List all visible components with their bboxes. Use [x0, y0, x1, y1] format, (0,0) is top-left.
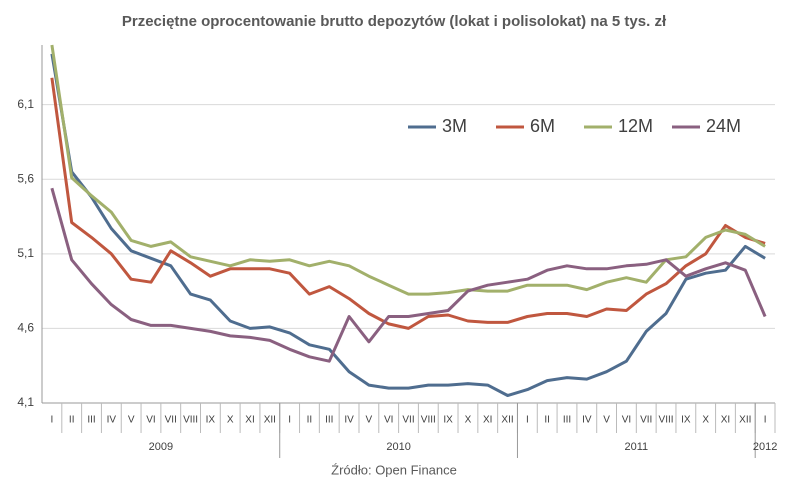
- x-tick-label: X: [702, 415, 709, 426]
- legend-label: 6M: [530, 116, 555, 136]
- x-tick-label: V: [128, 415, 135, 426]
- x-tick-label: VI: [146, 415, 155, 426]
- x-tick-label: VIII: [659, 415, 674, 426]
- x-tick-label: VIII: [421, 415, 436, 426]
- year-label: 2009: [149, 441, 173, 453]
- line-series: [50, 44, 766, 296]
- line-series: [50, 187, 767, 363]
- year-label: 2012: [753, 441, 777, 453]
- y-tick-label: 4,6: [17, 321, 34, 335]
- legend-label: 3M: [442, 116, 467, 136]
- x-tick-label: XII: [739, 415, 751, 426]
- line-series: [50, 53, 766, 397]
- x-tick-label: XII: [264, 415, 276, 426]
- legend-label: 12M: [618, 116, 653, 136]
- legend-label: 24M: [706, 116, 741, 136]
- x-tick-label: III: [563, 415, 571, 426]
- x-tick-label: V: [603, 415, 610, 426]
- year-label: 2010: [386, 441, 410, 453]
- y-tick-label: 5,1: [17, 246, 34, 260]
- x-tick-label: II: [69, 415, 75, 426]
- x-tick-label: II: [544, 415, 550, 426]
- x-tick-label: VI: [384, 415, 393, 426]
- x-tick-label: VII: [165, 415, 177, 426]
- x-tick-label: IX: [443, 415, 453, 426]
- x-tick-label: X: [465, 415, 472, 426]
- x-tick-label: IX: [206, 415, 216, 426]
- x-tick-label: V: [366, 415, 373, 426]
- x-tick-label: I: [288, 415, 291, 426]
- chart-title: Przeciętne oprocentowanie brutto depozyt…: [122, 13, 667, 30]
- x-tick-label: III: [325, 415, 333, 426]
- x-tick-label: VII: [640, 415, 652, 426]
- x-tick-label: VII: [402, 415, 414, 426]
- x-tick-label: IX: [681, 415, 691, 426]
- x-tick-label: VIII: [183, 415, 198, 426]
- source: Źródło: Open Finance: [331, 462, 457, 477]
- x-tick-label: XI: [721, 415, 730, 426]
- x-tick-label: I: [51, 415, 54, 426]
- y-tick-label: 5,6: [17, 171, 34, 185]
- y-tick-label: 6,1: [17, 97, 34, 111]
- x-tick-label: II: [307, 415, 313, 426]
- x-tick-label: IV: [344, 415, 354, 426]
- x-tick-label: XI: [483, 415, 492, 426]
- x-tick-label: VI: [622, 415, 631, 426]
- y-tick-label: 4,1: [17, 395, 34, 409]
- year-label: 2011: [624, 441, 648, 453]
- x-tick-label: XII: [501, 415, 513, 426]
- x-tick-label: I: [526, 415, 529, 426]
- x-tick-label: IV: [107, 415, 117, 426]
- x-tick-label: X: [227, 415, 234, 426]
- x-tick-label: XI: [245, 415, 254, 426]
- x-tick-label: III: [87, 415, 95, 426]
- line-series: [50, 77, 766, 330]
- x-tick-label: I: [764, 415, 767, 426]
- x-tick-label: IV: [582, 415, 592, 426]
